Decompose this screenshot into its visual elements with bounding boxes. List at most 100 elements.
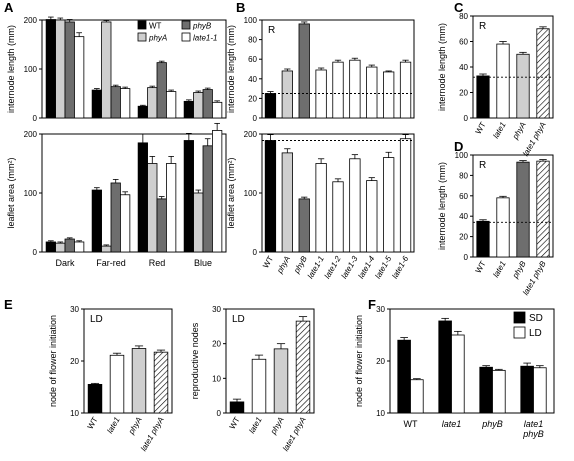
- x-tick-label: phyB: [510, 259, 528, 281]
- bar-late1: [251, 358, 267, 414]
- bar-ld-phyb: [492, 369, 506, 414]
- bar-phya-red: [147, 87, 158, 119]
- y-tick-label: 100: [244, 189, 258, 198]
- x-tick-label: WT: [404, 419, 418, 429]
- bar-phya-red: [147, 163, 158, 253]
- bar-late1-1-red: [166, 91, 177, 119]
- bar-late1: [496, 197, 510, 258]
- x-tick-label: WT: [474, 259, 488, 274]
- bar-wt-red: [137, 105, 148, 119]
- y-tick-label: 100: [244, 16, 258, 25]
- bar-phya-blue: [193, 92, 204, 119]
- x-tick-label: phyA: [126, 416, 143, 437]
- x-tick-label: late1: [491, 260, 507, 280]
- y-tick-label: 30: [70, 305, 79, 314]
- x-tick-label: late1 phyB: [522, 419, 544, 439]
- bar-wt-blue: [183, 100, 194, 119]
- bar-wt-far-red: [91, 89, 102, 119]
- bar-wt-dark: [45, 241, 56, 253]
- y-tick-label: 60: [459, 192, 468, 201]
- x-tick-label: phyA: [510, 121, 527, 142]
- x-tick-label: late1: [247, 416, 263, 436]
- bar-phya-far-red: [101, 21, 112, 119]
- y-tick-label: 30: [376, 305, 385, 314]
- x-tick-label: late1: [105, 416, 121, 436]
- bar-phyb-red: [156, 62, 167, 119]
- x-tick-label: late1-6: [390, 254, 410, 280]
- y-tick-label: 200: [24, 16, 38, 25]
- y-axis-label: internode length (mm): [437, 23, 447, 111]
- bar-sd-late1-phyb: [520, 365, 534, 414]
- bar-late1-3: [349, 158, 361, 253]
- x-tick-label: late1: [491, 121, 507, 141]
- bar-wt-dark: [45, 19, 56, 119]
- bar-phyb-dark: [64, 21, 75, 119]
- bar-late1-3: [349, 59, 361, 119]
- bar-sd-wt: [397, 339, 411, 414]
- legend-label-ld: LD: [529, 328, 542, 339]
- plot-frame: [225, 308, 315, 414]
- y-tick-label: 0: [253, 248, 258, 257]
- legend-swatch-phyb: [181, 20, 191, 30]
- y-tick-label: 10: [70, 409, 79, 418]
- bar-wt-blue: [183, 140, 194, 253]
- bar-late1-phya: [295, 320, 311, 414]
- legend-label-sd: SD: [529, 313, 543, 324]
- y-axis-label: leaflet area (mm²): [226, 157, 236, 228]
- x-tick-label: WT: [228, 415, 242, 430]
- legend-swatch-phya: [137, 32, 147, 42]
- y-tick-label: 100: [455, 151, 469, 160]
- y-tick-label: 10: [212, 374, 221, 383]
- x-tick-label: WT: [261, 254, 275, 269]
- y-tick-label: 20: [376, 357, 385, 366]
- y-tick-label: 40: [459, 63, 468, 72]
- panel-e-left: E 10 20 30 node of flower initiation LD WT late…: [4, 297, 173, 453]
- panel-annotation: LD: [90, 314, 103, 325]
- y-tick-label: 20: [70, 357, 79, 366]
- x-tick-label: phyA: [268, 416, 285, 437]
- y-tick-label: 30: [212, 305, 221, 314]
- bar-wt: [264, 93, 277, 119]
- bar-phyb-far-red: [110, 182, 121, 253]
- bar-wt-far-red: [91, 189, 102, 253]
- x-tick-label: Far-red: [96, 258, 126, 268]
- plot-frame: [472, 154, 554, 258]
- bar-late1-1-dark: [74, 36, 85, 119]
- y-tick-label: 0: [464, 253, 469, 262]
- legend-swatch-ld: [513, 326, 526, 339]
- x-tick-label: Blue: [194, 258, 212, 268]
- bar-phya: [273, 348, 289, 414]
- y-tick-label: 0: [253, 114, 258, 123]
- bar-late1-1-blue: [212, 101, 223, 119]
- bar-wt: [476, 220, 490, 258]
- y-tick-label: 40: [248, 75, 257, 84]
- bar-late1-1-dark: [74, 241, 85, 253]
- bar-phyb-far-red: [110, 86, 121, 119]
- y-tick-label: 80: [459, 12, 468, 21]
- panel-annotation: R: [479, 21, 486, 32]
- y-tick-label: 0: [33, 114, 38, 123]
- y-tick-label: 20: [212, 340, 221, 349]
- panel-d: D 0 20 40 60 80 100 internode length (mm) R WT lat…: [437, 139, 554, 297]
- bar-late1: [109, 354, 125, 414]
- y-tick-label: 0: [33, 248, 38, 257]
- y-axis-label: reproductive nodes: [190, 322, 200, 399]
- legend-label-wt: WT: [149, 22, 162, 31]
- bar-late1-1: [315, 69, 327, 119]
- bar-wt: [476, 75, 490, 119]
- y-tick-label: 40: [459, 212, 468, 221]
- bar-phyb-red: [156, 198, 167, 253]
- bar-late1-2: [332, 181, 344, 253]
- bar-late1-6: [399, 61, 412, 119]
- y-tick-label: 10: [376, 409, 385, 418]
- y-tick-label: 0: [464, 114, 469, 123]
- y-axis-label: internode length (mm): [226, 25, 236, 113]
- legend-swatch-wt: [137, 20, 147, 30]
- bar-late1-1-far-red: [120, 194, 131, 253]
- bar-ld-late1: [451, 334, 465, 414]
- bar-wt: [87, 383, 103, 414]
- bar-phya-blue: [193, 192, 204, 253]
